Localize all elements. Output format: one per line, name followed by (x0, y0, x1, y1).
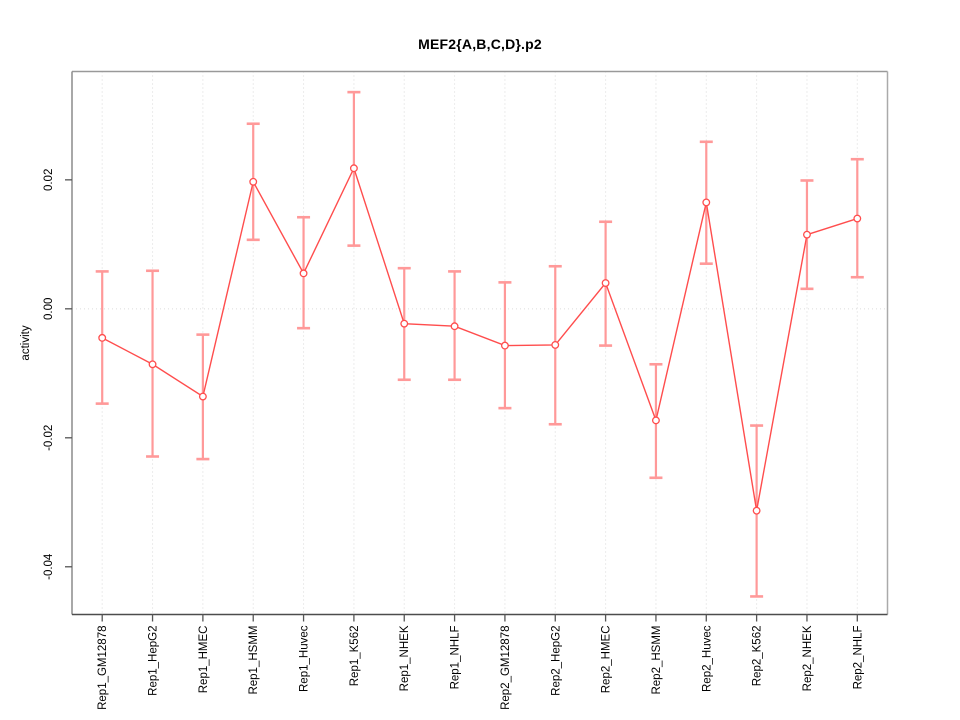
data-point (601, 279, 610, 287)
x-tick-label: Rep2_HepG2 (550, 626, 562, 696)
data-point (651, 416, 660, 425)
x-tick-label: Rep2_Huvec (701, 625, 713, 692)
data-point (450, 322, 459, 331)
x-tick-label: Rep1_HepG2 (148, 626, 160, 696)
data-point (98, 333, 107, 342)
chart-title: MEF2{A,B,C,D}.p2 (418, 36, 542, 52)
data-point (349, 164, 358, 173)
data-point (249, 177, 258, 186)
data-point (400, 319, 409, 328)
x-tick-label: Rep1_NHLF (450, 626, 462, 690)
data-point (752, 506, 761, 515)
x-tick-label: Rep1_NHEK (399, 625, 411, 691)
data-point (198, 392, 207, 401)
x-tick-label: Rep2_HSMM (651, 626, 663, 695)
x-tick-label: Rep1_Huvec (299, 625, 311, 692)
data-point (853, 214, 862, 223)
data-point (299, 269, 308, 278)
series-line (101, 166, 858, 511)
data-point (702, 198, 711, 207)
y-tick-label: 0.02 (43, 169, 55, 191)
x-tick-label: Rep1_HMEC (198, 626, 210, 694)
y-tick-label: -0.02 (43, 425, 55, 451)
x-tick-label: Rep1_GM12878 (97, 626, 109, 710)
x-tick-label: Rep2_NHEK (802, 625, 814, 691)
data-point (148, 360, 157, 369)
data-point (551, 340, 560, 349)
x-tick-label: Rep2_HMEC (601, 626, 613, 694)
y-tick-label: -0.04 (43, 553, 55, 580)
data-point (803, 230, 811, 239)
y-tick-label: 0.00 (43, 298, 55, 320)
x-tick-label: Rep1_K562 (349, 626, 361, 687)
y-axis-title: activity (20, 325, 32, 361)
x-tick-label: Rep2_NHLF (852, 626, 864, 690)
x-tick-label: Rep2_GM12878 (500, 626, 512, 710)
x-tick-label: Rep1_HSMM (248, 626, 260, 695)
x-tick-label: Rep2_K562 (752, 626, 764, 687)
data-point (500, 341, 509, 350)
